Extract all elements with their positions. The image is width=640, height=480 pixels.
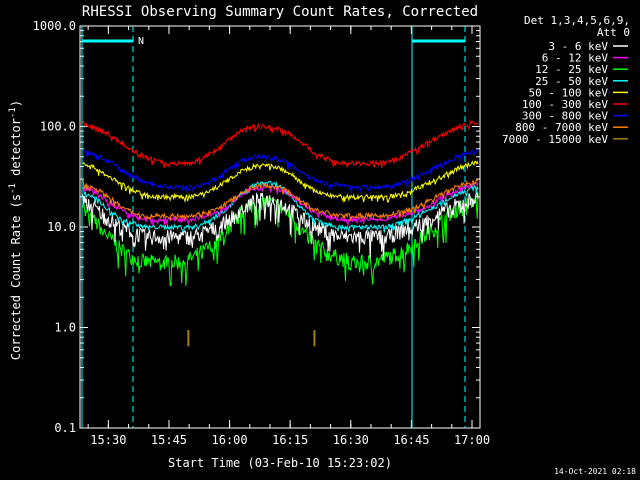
x-tick-label: 16:15 (272, 433, 308, 447)
legend-entry-label: 50 - 100 keV (529, 86, 609, 99)
legend-entry-label: 12 - 25 keV (535, 63, 608, 76)
y-tick-label: 0.1 (54, 421, 76, 435)
footer-date: 14-Oct-2021 02:18 (554, 467, 636, 476)
legend-entry-label: 300 - 800 keV (522, 110, 608, 123)
chart-title: RHESSI Observing Summary Count Rates, Co… (82, 4, 478, 20)
y-tick-label: 100.0 (40, 120, 76, 134)
legend-entry-label: 6 - 12 keV (542, 52, 609, 65)
legend-entry-label: 7000 - 15000 keV (502, 133, 608, 146)
x-tick-label: 15:45 (151, 433, 187, 447)
series-line (82, 190, 479, 260)
series-line (82, 180, 479, 234)
legend-entry-label: 25 - 50 keV (535, 75, 608, 88)
legend-entry-label: 3 - 6 keV (548, 40, 608, 53)
series-3-6-kev (82, 190, 479, 260)
svg-text:Corrected Count Rate (s-1 dete: Corrected Count Rate (s-1 detector-1) (8, 100, 23, 360)
plot-area: 0.1 1.0 10.0 100.0 1000.0 15:30 15:45 16:00 16:1… (33, 19, 490, 447)
y-tick-label: 10.0 (47, 220, 76, 234)
series-800-7000-kev (82, 178, 479, 222)
x-tick-label: 16:00 (212, 433, 248, 447)
series-300-800-kev (82, 148, 479, 194)
legend-entry-label: 100 - 300 keV (522, 98, 608, 111)
series-line (82, 178, 479, 222)
y-axis-label: Corrected Count Rate (s-1 detector-1) (8, 100, 23, 360)
series-100-300-kev (82, 119, 479, 169)
y-tick-label: 1000.0 (33, 19, 76, 33)
x-axis-label: Start Time (03-Feb-10 15:23:02) (168, 456, 392, 470)
series-50-100-kev (82, 160, 479, 204)
legend-header: Det 1,3,4,5,6,9, (524, 14, 630, 27)
night-annotation: N (138, 36, 144, 47)
series-25-50-kev (82, 180, 479, 234)
x-tick-label: 16:45 (393, 433, 429, 447)
legend-entry-label: 800 - 7000 keV (515, 121, 608, 134)
x-tick-label: 17:00 (454, 433, 490, 447)
series-line (82, 160, 479, 204)
legend-header: Att 0 (597, 26, 630, 39)
y-tick-label: 1.0 (54, 321, 76, 335)
x-tick-label: 15:30 (90, 433, 126, 447)
x-tick-label: 16:30 (333, 433, 369, 447)
series-line (82, 119, 479, 169)
series-line (82, 148, 479, 194)
